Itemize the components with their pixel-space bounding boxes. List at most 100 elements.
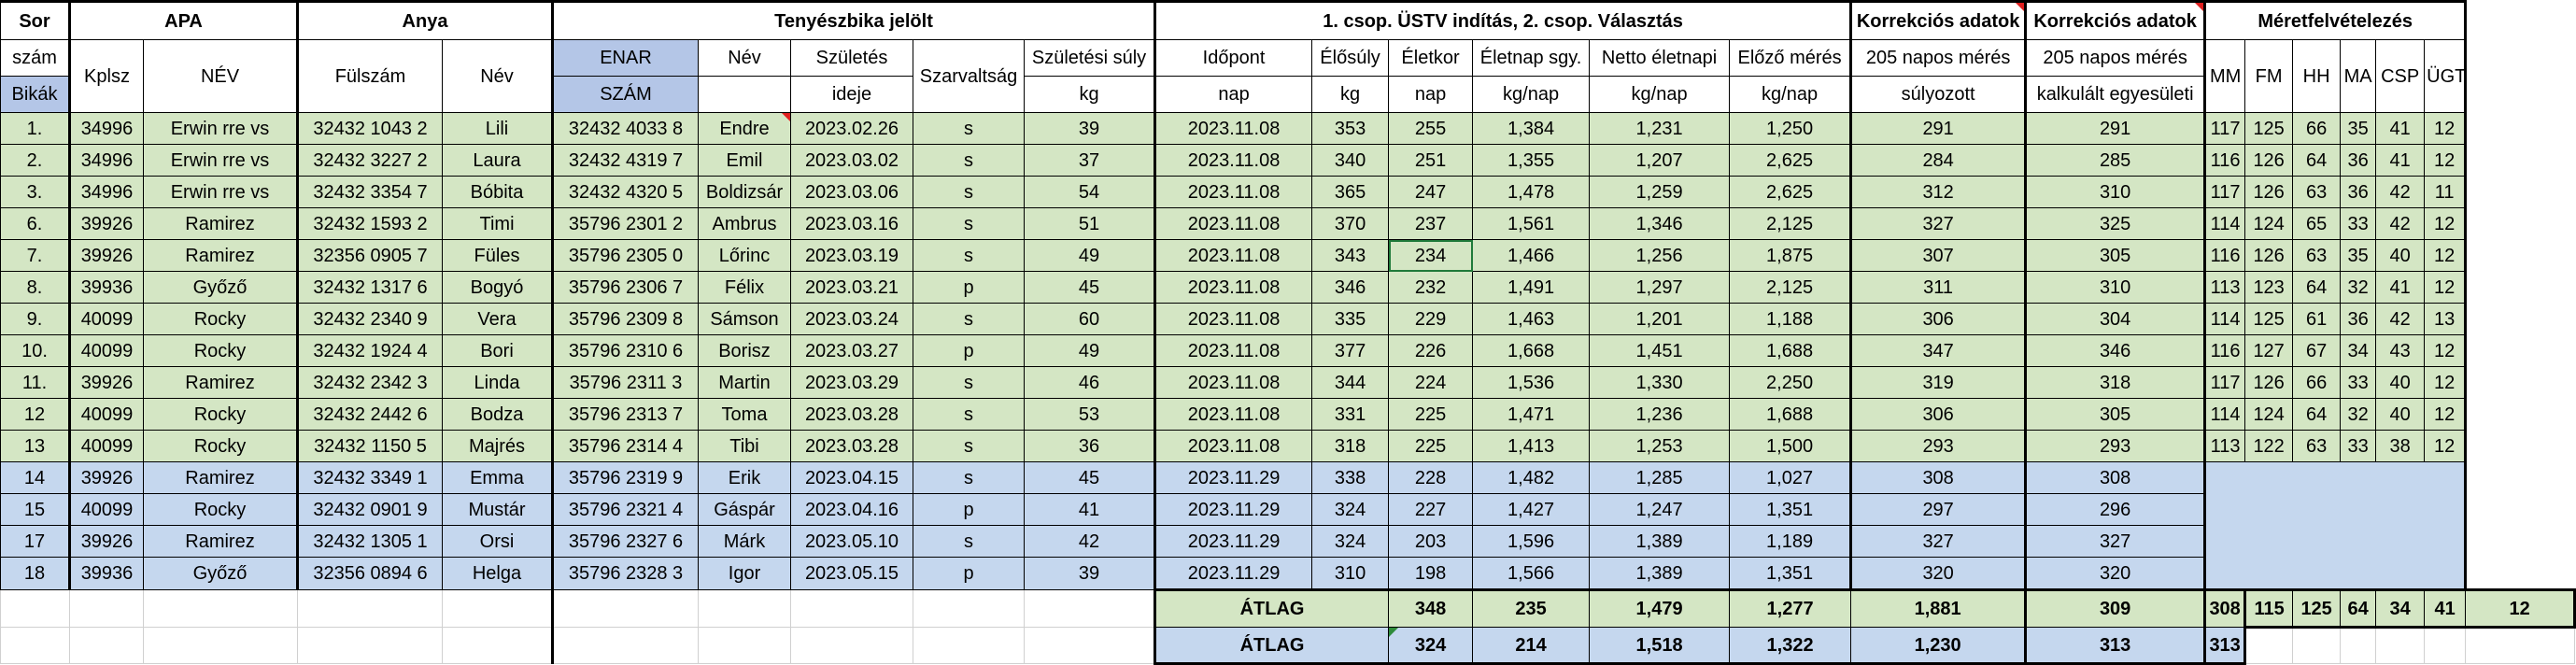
blank-cell[interactable]: [2292, 627, 2342, 664]
header-fulszam[interactable]: Fülszám: [296, 39, 443, 113]
age-days-cell[interactable]: 229: [1388, 303, 1474, 335]
fm-cell[interactable]: 126: [2244, 176, 2294, 208]
header-eletnap-sgy[interactable]: Életnap sgy.: [1472, 39, 1591, 77]
blank-cell[interactable]: [297, 589, 443, 628]
birth-weight-cell[interactable]: 42: [1023, 525, 1156, 558]
corrected-calculated-cell[interactable]: 308: [2024, 461, 2206, 494]
previous-measure-cell[interactable]: 1,250: [1729, 112, 1852, 145]
daily-gain-cell[interactable]: 1,668: [1472, 334, 1591, 367]
fm-cell[interactable]: 123: [2244, 271, 2294, 304]
fm-cell[interactable]: 124: [2244, 207, 2294, 240]
header-szuletes[interactable]: Születés: [790, 39, 913, 77]
blank-cell[interactable]: [913, 627, 1025, 664]
szarvaltsag-cell[interactable]: s: [913, 303, 1025, 335]
csp-cell[interactable]: 41: [2375, 271, 2426, 304]
corrected-calculated-cell[interactable]: 327: [2024, 525, 2206, 558]
fm-cell[interactable]: 125: [2244, 112, 2294, 145]
previous-measure-cell[interactable]: 1,875: [1729, 239, 1852, 272]
header-kalkulalt[interactable]: kalkulált egyesületi: [2024, 76, 2206, 113]
fm-cell[interactable]: 122: [2244, 430, 2294, 462]
kplsz-cell[interactable]: 34996: [68, 176, 144, 208]
birth-date-cell[interactable]: 2023.02.26: [790, 112, 913, 145]
mm-cell[interactable]: 116: [2203, 144, 2246, 177]
average-label[interactable]: ÁTLAG: [1154, 588, 1390, 628]
header-ugt[interactable]: ÜGT: [2424, 39, 2468, 113]
average-corrected-1[interactable]: 309: [2024, 588, 2206, 628]
age-days-cell[interactable]: 228: [1388, 461, 1474, 494]
age-days-cell[interactable]: 247: [1388, 176, 1474, 208]
blank-cell[interactable]: [2424, 627, 2467, 664]
live-weight-cell[interactable]: 340: [1311, 144, 1390, 177]
enar-cell[interactable]: 35796 2309 8: [551, 303, 699, 335]
header-csp[interactable]: CSP: [2375, 39, 2426, 113]
apa-name-cell[interactable]: Ramirez: [143, 366, 298, 399]
previous-measure-cell[interactable]: 1,500: [1729, 430, 1852, 462]
anya-name-cell[interactable]: Orsi: [442, 525, 553, 558]
age-days-cell[interactable]: 203: [1388, 525, 1474, 558]
row-number[interactable]: 1.: [0, 112, 70, 145]
average-previous[interactable]: 1,881: [1850, 588, 2027, 628]
live-weight-cell[interactable]: 365: [1311, 176, 1390, 208]
header-apa[interactable]: APA: [68, 0, 298, 40]
ma-cell[interactable]: 33: [2340, 366, 2377, 399]
average-age[interactable]: 214: [1472, 627, 1591, 665]
live-weight-cell[interactable]: 344: [1311, 366, 1390, 399]
szarvaltsag-cell[interactable]: s: [913, 525, 1025, 558]
ugt-cell[interactable]: 12: [2424, 334, 2468, 367]
header-csoport[interactable]: 1. csop. ÜSTV indítás, 2. csop. Választá…: [1154, 0, 1852, 40]
corrected-weighted-cell[interactable]: 284: [1849, 144, 2027, 177]
kplsz-cell[interactable]: 39926: [68, 239, 144, 272]
kplsz-cell[interactable]: 39926: [68, 366, 144, 399]
daily-gain-cell[interactable]: 1,491: [1472, 271, 1591, 304]
szarvaltsag-cell[interactable]: p: [913, 493, 1025, 526]
ma-cell[interactable]: 36: [2340, 176, 2377, 208]
row-number[interactable]: 12: [0, 398, 70, 431]
bika-name-cell[interactable]: Márk: [698, 525, 791, 558]
age-days-cell[interactable]: 226: [1388, 334, 1474, 367]
header-eletkor[interactable]: Életkor: [1388, 39, 1474, 77]
birth-date-cell[interactable]: 2023.03.27: [790, 334, 913, 367]
corrected-weighted-cell[interactable]: 311: [1849, 271, 2027, 304]
corrected-weighted-cell[interactable]: 312: [1849, 176, 2027, 208]
header-tenyeszbika[interactable]: Tenyészbika jelölt: [550, 0, 1156, 40]
row-number[interactable]: 14: [0, 461, 70, 494]
average-net-gain[interactable]: 1,277: [1729, 588, 1852, 628]
corrected-weighted-cell[interactable]: 306: [1849, 303, 2027, 335]
anya-name-cell[interactable]: Bóbita: [442, 176, 553, 208]
mm-cell[interactable]: 116: [2203, 239, 2246, 272]
fm-cell[interactable]: 126: [2244, 144, 2294, 177]
corrected-calculated-cell[interactable]: 304: [2024, 303, 2206, 335]
blank-cell[interactable]: [1023, 589, 1156, 628]
enar-cell[interactable]: 35796 2306 7: [551, 271, 699, 304]
daily-gain-cell[interactable]: 1,466: [1472, 239, 1591, 272]
header-ma[interactable]: MA: [2340, 39, 2377, 113]
header-elosuly[interactable]: Élősúly: [1311, 39, 1390, 77]
live-weight-cell[interactable]: 324: [1311, 525, 1390, 558]
kplsz-cell[interactable]: 34996: [68, 144, 144, 177]
anya-name-cell[interactable]: Emma: [442, 461, 553, 494]
age-days-cell[interactable]: 237: [1388, 207, 1474, 240]
fulszam-cell[interactable]: 32432 1317 6: [296, 271, 443, 304]
enar-cell[interactable]: 35796 2301 2: [551, 207, 699, 240]
header-205-napos-2[interactable]: 205 napos mérés: [2024, 39, 2206, 77]
corrected-weighted-cell[interactable]: 293: [1849, 430, 2027, 462]
header-mm[interactable]: MM: [2203, 39, 2246, 113]
daily-gain-cell[interactable]: 1,355: [1472, 144, 1591, 177]
szarvaltsag-cell[interactable]: s: [913, 398, 1025, 431]
kplsz-cell[interactable]: 39926: [68, 207, 144, 240]
kplsz-cell[interactable]: 34996: [68, 112, 144, 145]
corrected-weighted-cell[interactable]: 347: [1849, 334, 2027, 367]
fulszam-cell[interactable]: 32432 1593 2: [296, 207, 443, 240]
enar-cell[interactable]: 35796 2321 4: [551, 493, 699, 526]
age-days-cell[interactable]: 224: [1388, 366, 1474, 399]
szarvaltsag-cell[interactable]: s: [913, 239, 1025, 272]
row-number[interactable]: 6.: [0, 207, 70, 240]
header-nap-unit[interactable]: nap: [1154, 76, 1313, 113]
age-days-cell[interactable]: 234: [1388, 239, 1474, 272]
age-days-cell[interactable]: 251: [1388, 144, 1474, 177]
daily-gain-cell[interactable]: 1,596: [1472, 525, 1591, 558]
enar-cell[interactable]: 32432 4320 5: [551, 176, 699, 208]
header-sor[interactable]: Sor: [0, 0, 70, 40]
kplsz-cell[interactable]: 40099: [68, 398, 144, 431]
corrected-weighted-cell[interactable]: 297: [1849, 493, 2027, 526]
